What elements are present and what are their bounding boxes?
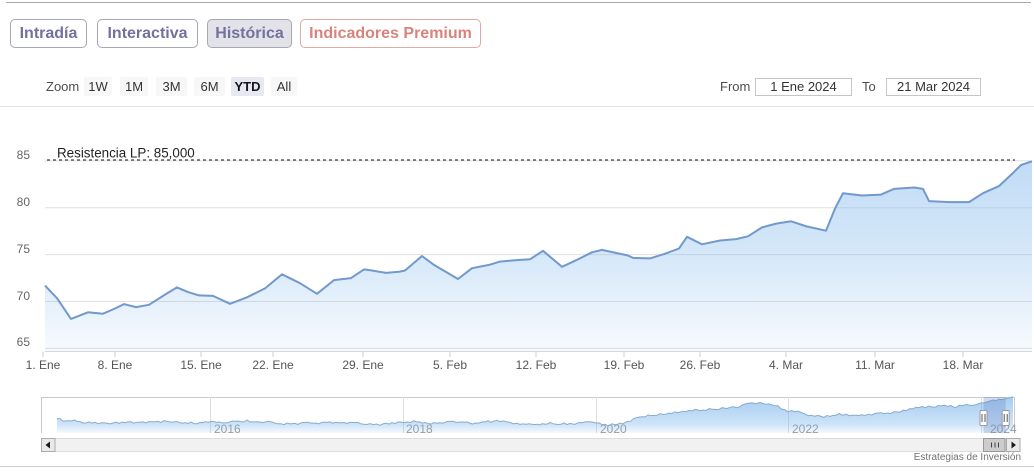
svg-text:29. Ene: 29. Ene (342, 358, 384, 372)
svg-text:8. Ene: 8. Ene (98, 358, 133, 372)
svg-text:75: 75 (17, 242, 31, 256)
svg-text:Resistencia LP: 85,000: Resistencia LP: 85,000 (57, 146, 195, 161)
svg-text:19. Feb: 19. Feb (604, 358, 645, 372)
svg-text:22. Ene: 22. Ene (252, 358, 294, 372)
svg-text:1. Ene: 1. Ene (26, 358, 61, 372)
svg-text:4. Mar: 4. Mar (769, 358, 803, 372)
svg-text:12. Feb: 12. Feb (516, 358, 557, 372)
svg-text:65: 65 (17, 335, 31, 349)
svg-text:85: 85 (17, 148, 31, 162)
svg-text:5. Feb: 5. Feb (433, 358, 467, 372)
svg-text:18. Mar: 18. Mar (943, 358, 984, 372)
svg-text:15. Ene: 15. Ene (180, 358, 222, 372)
svg-text:80: 80 (17, 195, 31, 209)
svg-text:11. Mar: 11. Mar (855, 358, 895, 372)
svg-text:26. Feb: 26. Feb (680, 358, 721, 372)
svg-text:70: 70 (17, 289, 31, 303)
